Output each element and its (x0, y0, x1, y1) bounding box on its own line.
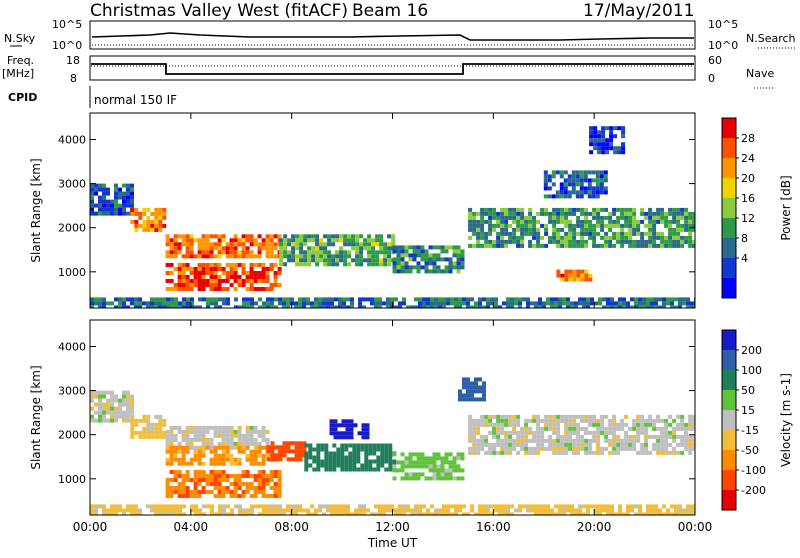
freq-tick-bottom: 8 (70, 72, 77, 85)
echo-region-6 (468, 207, 695, 248)
colorbar-tick-label: 12 (741, 212, 755, 225)
x-axis-label: Time UT (367, 536, 418, 550)
colorbar-tick-label: 16 (741, 192, 755, 205)
echo-region-0 (90, 390, 134, 423)
echo-region-6 (304, 443, 397, 472)
echo-region-9 (468, 414, 695, 455)
echo-region-1 (130, 414, 167, 439)
nave-tick-bottom: 0 (708, 72, 715, 85)
x-tick-label: 00:00 (73, 520, 108, 534)
y-tick-label: 1000 (58, 473, 86, 486)
y-tick-label: 4000 (58, 133, 86, 146)
scatter-cells (90, 377, 695, 515)
nsearch-label: N.Search (746, 32, 796, 45)
echo-region-10 (458, 377, 486, 402)
x-tick-label: 08:00 (274, 520, 309, 534)
radar-title: Christmas Valley West (fitACF) (90, 1, 348, 21)
x-tick-label: 00:00 (678, 520, 713, 534)
beam-label: Beam 16 (352, 1, 428, 21)
echo-region-0 (90, 183, 134, 216)
echo-region-3 (165, 445, 282, 466)
colorbar-label: Velocity [m s-1] (779, 373, 793, 467)
colorbar-tick-label: -100 (741, 464, 766, 477)
nsearch-tick-bottom: 10^0 (708, 39, 738, 52)
freq-tick-top: 18 (66, 54, 80, 67)
power-panel: 1000 2000 3000 4000 Slant Range [km] 28 24 20 16… (29, 112, 793, 309)
echo-region-8 (589, 126, 626, 155)
echo-region-3 (165, 263, 282, 291)
colorbar: 200 100 50 15 -15 -50 -100 -200 Velocity [m s-1] (721, 329, 793, 511)
x-tick-label: 16:00 (476, 520, 511, 534)
nsky-trace (91, 32, 694, 41)
date-label: 17/May/2011 (583, 1, 695, 21)
noise-panel: N.Sky 10^5 10^0 N.Search 10^5 10^0 (4, 18, 796, 52)
colorbar-tick-label: -50 (741, 444, 759, 457)
echo-region-9 (556, 269, 593, 282)
x-tick-label: 20:00 (577, 520, 612, 534)
echo-region-5 (392, 245, 465, 274)
x-tick-label: 04:00 (174, 520, 209, 534)
y-tick-label: 2000 (58, 429, 86, 442)
echo-region-7 (392, 452, 465, 481)
x-tick-label: 12:00 (375, 520, 410, 534)
nsky-label: N.Sky (4, 32, 36, 45)
colorbar-tick-label: 4 (741, 252, 748, 265)
scatter-cells (90, 126, 695, 308)
echo-region-2 (165, 234, 282, 259)
nave-label: Nave (746, 67, 774, 80)
y-axis-label: Slant Range [km] (29, 365, 43, 469)
cpid-label: CPID (8, 91, 37, 104)
nsky-tick-bottom: 10^0 (52, 39, 82, 52)
y-tick-label: 3000 (58, 385, 86, 398)
colorbar-tick-label: -200 (741, 484, 766, 497)
colorbar-label: Power [dB] (779, 175, 793, 240)
nave-tick-top: 60 (708, 54, 722, 67)
echo-region-1 (130, 207, 167, 232)
y-tick-label: 2000 (58, 222, 86, 235)
freq-label-bottom: [MHz] (2, 67, 34, 80)
echo-region-4 (165, 470, 282, 498)
y-axis-label: Slant Range [km] (29, 158, 43, 262)
velocity-panel: 1000 2000 3000 4000 Slant Range [km] 00:00 04:… (29, 319, 793, 550)
nsky-tick-top: 10^5 (52, 18, 82, 31)
y-tick-label: 1000 (58, 266, 86, 279)
echo-region-10 (90, 297, 695, 308)
echo-region-7 (543, 170, 608, 199)
colorbar-tick-label: 50 (741, 384, 755, 397)
colorbar: 28 24 20 16 12 8 4 Power [dB] (721, 117, 793, 299)
colorbar-tick-label: 28 (741, 132, 755, 145)
echo-region-11 (90, 504, 695, 515)
echo-region-5 (266, 441, 307, 462)
colorbar-tick-label: 200 (741, 344, 762, 357)
colorbar-tick-label: 15 (741, 404, 755, 417)
colorbar-tick-label: 24 (741, 152, 755, 165)
freq-panel: Freq. [MHz] 18 8 Nave 60 0 (2, 54, 774, 89)
colorbar-tick-label: 100 (741, 364, 762, 377)
echo-region-8 (329, 419, 370, 440)
cpid-value: normal 150 IF (94, 93, 177, 107)
colorbar-tick-label: 8 (741, 232, 748, 245)
freq-trace (91, 63, 694, 75)
colorbar-tick-label: 20 (741, 172, 755, 185)
freq-label-top: Freq. (7, 54, 34, 67)
colorbar-tick-label: -15 (741, 424, 759, 437)
y-tick-label: 4000 (58, 340, 86, 353)
nsearch-tick-top: 10^5 (708, 18, 738, 31)
echo-region-4 (279, 234, 396, 267)
y-tick-label: 3000 (58, 178, 86, 191)
